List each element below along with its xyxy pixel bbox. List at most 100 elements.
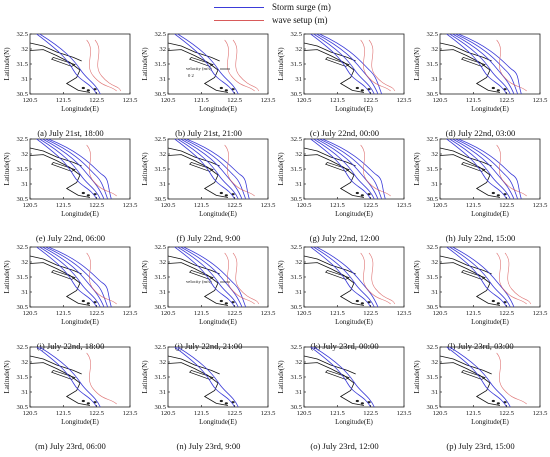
north-bank (304, 355, 356, 375)
north-bank (440, 42, 492, 62)
north-bank (30, 255, 82, 275)
north-bank (440, 355, 492, 375)
wave-setup-contour (224, 144, 255, 197)
x-axis-label: Longitude(E) (199, 105, 237, 113)
y-tick-label: 31.5 (154, 274, 166, 281)
island-1 (224, 302, 228, 305)
velocity-label: velocity (m/s) (186, 66, 212, 71)
panel-caption: (h) July 22nd, 15:00 (445, 233, 516, 243)
y-tick-label: 31 (159, 389, 166, 396)
x-tick-label: 120.5 (23, 202, 39, 209)
x-tick-label: 121.5 (194, 410, 210, 417)
island-0 (355, 399, 359, 403)
panel-f: 120.5 121.5 122.5 123.5 32.5 32 31.5 31 30.5 Long… (140, 135, 277, 243)
north-bank (168, 42, 220, 62)
island-1 (496, 194, 500, 197)
plot-area (30, 247, 117, 307)
y-axis-label: Latitude(N) (277, 152, 285, 186)
y-tick-label: 31 (431, 76, 438, 83)
x-tick-label: 122.5 (227, 310, 243, 317)
x-tick-label: 121.5 (56, 410, 72, 417)
wave-setup-contour (368, 39, 396, 92)
plot-frame (439, 138, 541, 200)
panel-n: 120.5 121.5 122.5 123.5 32.5 32 31.5 31 30.5 Long… (140, 343, 277, 451)
y-tick-label: 32 (431, 46, 438, 53)
island-0 (81, 399, 85, 403)
panel-k-plot: 120.5 121.5 122.5 123.5 32.5 32 31.5 31 30.5 Long… (277, 244, 412, 326)
x-axis-label: Longitude(E) (471, 318, 509, 326)
y-tick-label: 32.5 (426, 31, 438, 38)
x-tick-label: 123.5 (397, 202, 413, 209)
north-bank (440, 147, 492, 167)
y-tick-label: 31.5 (290, 374, 302, 381)
panel-o-plot: 120.5 121.5 122.5 123.5 32.5 32 31.5 31 30.5 Long… (277, 344, 412, 426)
panel-f-plot: 120.5 121.5 122.5 123.5 32.5 32 31.5 31 30.5 Long… (141, 136, 276, 218)
storm-surge-contour (449, 34, 511, 94)
y-axis-label: Latitude(N) (141, 360, 149, 394)
wave-setup-contour (86, 252, 117, 305)
y-tick-label: 32 (159, 359, 166, 366)
y-tick-label: 30.5 (16, 404, 28, 411)
x-tick-label: 122.5 (227, 410, 243, 417)
velocity-scale: 0 2 (188, 73, 194, 78)
y-tick-label: 32 (295, 46, 302, 53)
x-tick-label: 122.5 (363, 310, 379, 317)
y-tick-label: 32 (21, 359, 28, 366)
north-bank (304, 255, 356, 275)
plot-area (30, 347, 117, 407)
island-1 (86, 194, 90, 197)
y-tick-label: 31.5 (426, 274, 438, 281)
y-tick-label: 31 (21, 389, 28, 396)
y-tick-label: 31.5 (426, 61, 438, 68)
y-tick-label: 30.5 (16, 91, 28, 98)
panel-i-plot: 120.5 121.5 122.5 123.5 32.5 32 31.5 31 30.5 Long… (3, 244, 138, 326)
coastline (440, 362, 501, 406)
coastline (440, 262, 501, 306)
y-tick-label: 31 (159, 289, 166, 296)
x-tick-label: 122.5 (89, 310, 105, 317)
coastline (168, 154, 229, 198)
panel-caption: (k) July 23rd, 00:00 (310, 341, 379, 351)
x-tick-label: 121.5 (466, 410, 482, 417)
plot-area (440, 347, 527, 407)
coastline (168, 262, 229, 306)
y-tick-label: 31 (431, 181, 438, 188)
panel-k: 120.5 121.5 122.5 123.5 32.5 32 31.5 31 30.5 Long… (276, 243, 413, 351)
x-axis-label: Longitude(E) (199, 210, 237, 218)
y-tick-label: 31 (431, 389, 438, 396)
x-tick-label: 120.5 (23, 410, 39, 417)
coastline (168, 362, 229, 406)
x-tick-label: 122.5 (89, 97, 105, 104)
velocity-label: velocity (m/s) (186, 279, 212, 284)
y-tick-label: 32.5 (16, 136, 28, 143)
storm-surge-contour (310, 139, 372, 199)
x-tick-label: 123.5 (533, 410, 549, 417)
storm-surge-contour (458, 34, 522, 94)
north-bank (30, 355, 82, 375)
island-1 (224, 194, 228, 197)
plot-area (440, 247, 532, 307)
coastline (30, 49, 91, 93)
y-tick-label: 32 (431, 151, 438, 158)
x-tick-label: 121.5 (56, 97, 72, 104)
x-tick-label: 122.5 (227, 97, 243, 104)
storm-surge-contour (449, 347, 511, 407)
y-tick-label: 31.5 (16, 274, 28, 281)
y-tick-label: 31.5 (290, 274, 302, 281)
island-0 (491, 299, 495, 303)
storm-surge-contour (42, 247, 105, 307)
wave-setup-contour (224, 252, 255, 305)
x-tick-label: 123.5 (261, 410, 277, 417)
coastline (30, 362, 91, 406)
plot-area (168, 139, 255, 199)
storm-surge-contour (174, 347, 236, 407)
island-1 (224, 402, 228, 405)
plot-frame (303, 246, 405, 308)
plot-frame (167, 246, 269, 308)
plot-area (304, 347, 375, 407)
panel-h: 120.5 121.5 122.5 123.5 32.5 32 31.5 31 30.5 Long… (412, 135, 549, 243)
x-tick-label: 120.5 (161, 310, 177, 317)
x-axis-label: Longitude(E) (61, 105, 99, 113)
panel-caption: (f) July 22nd, 9:00 (176, 233, 241, 243)
y-tick-label: 32.5 (290, 344, 302, 351)
